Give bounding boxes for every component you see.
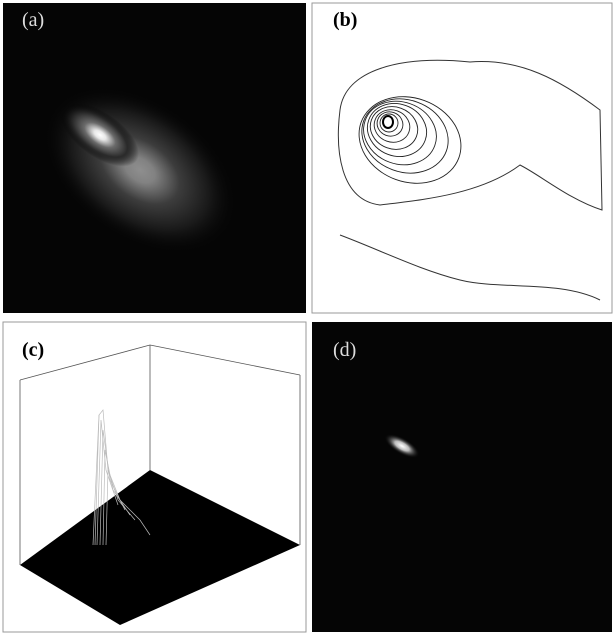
panel-a: (a) <box>3 3 306 313</box>
contour-peak <box>383 116 393 128</box>
panel-label: (d) <box>333 339 356 361</box>
panel-background <box>312 3 612 313</box>
page: {"panels": [{"label": "(a)"}, {"label": … <box>0 0 614 635</box>
panel-d: (d) <box>312 322 612 632</box>
panel-background <box>312 322 612 632</box>
panel-label: (c) <box>22 339 44 361</box>
panel-b: (b) <box>312 3 612 313</box>
panel-label: (a) <box>22 9 44 31</box>
panel-label: (b) <box>333 9 357 31</box>
figure: (a) (b) <box>0 0 614 635</box>
panel-c: (c) <box>3 322 306 632</box>
